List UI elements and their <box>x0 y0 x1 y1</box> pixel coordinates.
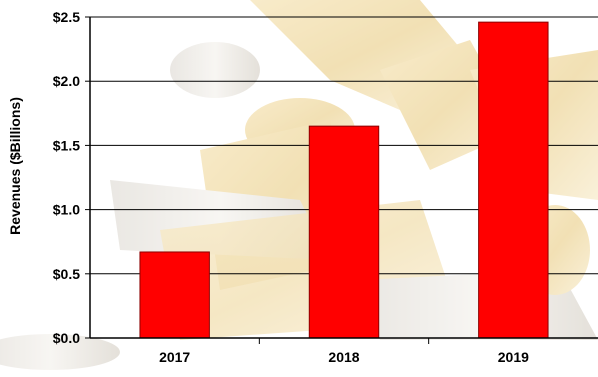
y-tick-label: $1.0 <box>53 202 80 218</box>
y-tick-labels: $0.0 $0.5 $1.0 $1.5 $2.0 $2.5 <box>53 9 80 346</box>
y-tick-label: $1.5 <box>53 137 80 153</box>
bar-2018 <box>308 125 380 339</box>
y-axis-title: Revenues ($Billions) <box>7 97 23 235</box>
x-tick-label: 2017 <box>159 349 190 365</box>
x-tick-labels: 2017 2018 2019 <box>159 349 529 365</box>
y-tick-label: $0.0 <box>53 330 80 346</box>
x-tick-label: 2019 <box>498 349 529 365</box>
y-tick-label: $0.5 <box>53 266 80 282</box>
x-tick-label: 2018 <box>328 349 359 365</box>
y-tick-label: $2.0 <box>53 73 80 89</box>
y-tick-label: $2.5 <box>53 9 80 25</box>
bars <box>139 21 549 339</box>
bar-2017 <box>139 251 210 339</box>
axes <box>89 17 598 344</box>
bar-2019 <box>478 21 549 339</box>
